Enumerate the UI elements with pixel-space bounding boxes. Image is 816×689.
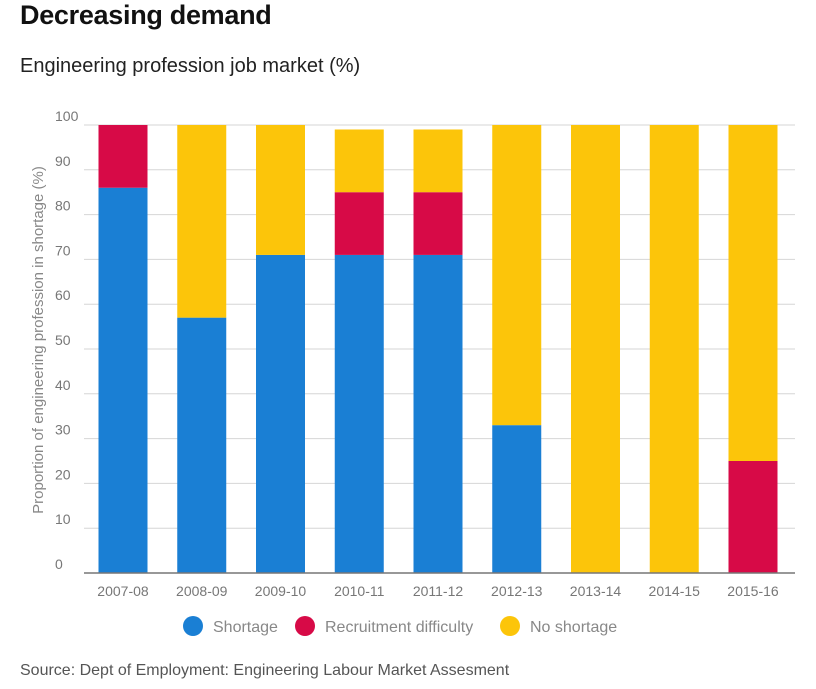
- bar-segment-shortage: [177, 317, 227, 573]
- x-tick-label: 2010-11: [334, 583, 385, 599]
- y-tick-label: 80: [55, 198, 71, 214]
- bar-segment-no-shortage: [334, 129, 384, 193]
- x-tick-label: 2007-08: [97, 583, 149, 599]
- legend-label: Recruitment difficulty: [325, 619, 473, 636]
- bar-segment-shortage: [413, 254, 463, 574]
- y-tick-label: 50: [55, 332, 71, 348]
- legend-swatch: [295, 616, 315, 636]
- legend-swatch: [500, 616, 520, 636]
- bar-segment-shortage: [98, 187, 148, 573]
- x-tick-label: 2011-12: [413, 583, 464, 599]
- bar-segment-no-shortage: [492, 125, 542, 426]
- bar-segment-no-shortage: [571, 125, 620, 573]
- bar-segment-shortage: [492, 425, 542, 573]
- x-tick-label: 2013-14: [570, 583, 622, 599]
- y-tick-label: 40: [55, 377, 71, 393]
- bar-segment-no-shortage: [256, 125, 305, 255]
- chart-subtitle: Engineering profession job market (%): [20, 55, 361, 77]
- legend-item: Recruitment difficulty: [295, 616, 473, 636]
- bar-segment-no-shortage: [177, 125, 227, 318]
- legend-item: No shortage: [500, 616, 617, 636]
- y-tick-label: 30: [55, 422, 71, 438]
- y-tick-label: 20: [55, 466, 71, 482]
- bar-segment-no-shortage: [728, 125, 778, 461]
- x-tick-label: 2015-16: [727, 583, 779, 599]
- bar-segment-recruitment-difficulty: [98, 125, 148, 188]
- y-tick-label: 60: [55, 287, 71, 303]
- legend-swatch: [183, 616, 203, 636]
- x-tick-label: 2012-13: [491, 583, 543, 599]
- bars: [98, 125, 778, 574]
- x-tick-label: 2009-10: [255, 583, 307, 599]
- y-tick-label: 70: [55, 242, 71, 258]
- y-axis-label: Proportion of engineering profession in …: [30, 166, 47, 514]
- x-axis-ticks: 2007-08 2008-09 2009-10 2010-11 2011-12 2012-…: [97, 583, 779, 599]
- y-tick-label: 100: [55, 108, 79, 124]
- bar-segment-recruitment-difficulty: [728, 461, 778, 573]
- bar-segment-no-shortage: [413, 129, 463, 193]
- source-note: Source: Dept of Employment: Engineering …: [20, 662, 510, 679]
- bar-segment-shortage: [256, 254, 305, 574]
- bar-segment-no-shortage: [649, 125, 699, 573]
- y-tick-label: 10: [55, 511, 71, 527]
- legend-label: No shortage: [530, 619, 617, 636]
- legend-item: Shortage: [183, 616, 278, 636]
- chart-title: Decreasing demand: [20, 0, 272, 30]
- y-tick-label: 90: [55, 153, 71, 169]
- y-tick-label: 0: [55, 556, 63, 572]
- bar-segment-recruitment-difficulty: [334, 192, 384, 255]
- bar-segment-recruitment-difficulty: [413, 192, 463, 255]
- bar-segment-shortage: [334, 254, 384, 574]
- x-tick-label: 2014-15: [649, 583, 701, 599]
- legend: Shortage Recruitment difficulty No shortag…: [183, 616, 617, 636]
- y-axis-ticks: 0 10 20 30 40 50 60 70 80 90 100: [55, 108, 79, 572]
- legend-label: Shortage: [213, 619, 278, 636]
- x-tick-label: 2008-09: [176, 583, 228, 599]
